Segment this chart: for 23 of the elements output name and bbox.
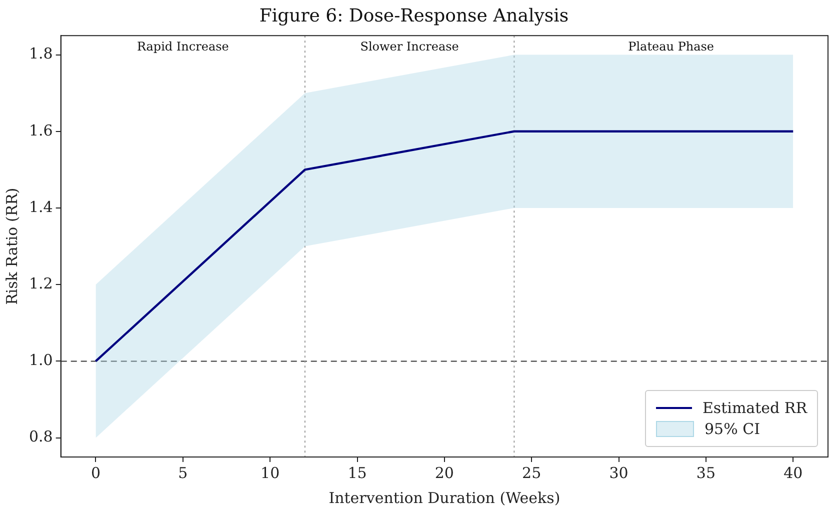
annotation: Plateau Phase bbox=[628, 40, 714, 54]
x-axis-title: Intervention Duration (Weeks) bbox=[328, 488, 560, 507]
annotation: Slower Increase bbox=[360, 40, 459, 54]
y-tick-label: 0.8 bbox=[28, 428, 53, 446]
y-tick-label: 1.4 bbox=[28, 198, 53, 216]
y-tick-label: 1.2 bbox=[28, 274, 53, 292]
y-tick-label: 1.0 bbox=[28, 351, 53, 370]
x-tick-label: 20 bbox=[434, 464, 454, 482]
legend-label: 95% CI bbox=[704, 420, 760, 438]
x-tick-label: 35 bbox=[696, 464, 716, 482]
y-tick-label: 1.8 bbox=[28, 44, 53, 63]
y-tick-label: 1.6 bbox=[28, 121, 53, 140]
y-axis-title: Risk Ratio (RR) bbox=[2, 188, 21, 305]
annotation: Rapid Increase bbox=[136, 40, 229, 54]
x-tick-label: 15 bbox=[348, 464, 367, 482]
x-tick-label: 10 bbox=[260, 464, 280, 482]
x-tick-label: 25 bbox=[522, 464, 542, 482]
legend-label: Estimated RR bbox=[702, 399, 807, 417]
x-tick-label: 0 bbox=[90, 464, 100, 482]
x-tick-label: 5 bbox=[178, 464, 188, 482]
chart-title: Figure 6: Dose-Response Analysis bbox=[259, 5, 569, 26]
x-tick-label: 40 bbox=[784, 464, 803, 482]
x-tick-label: 30 bbox=[609, 464, 628, 482]
